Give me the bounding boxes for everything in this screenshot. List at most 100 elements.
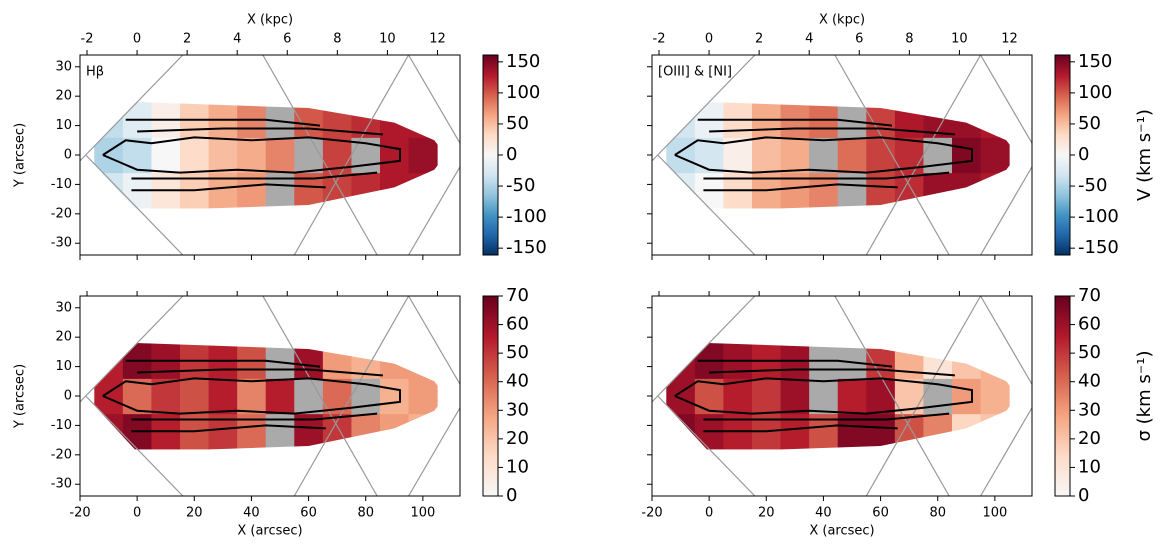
map-cell	[380, 378, 410, 415]
contour	[131, 171, 378, 180]
y-tick-label: -30	[51, 236, 72, 251]
x-tick-label: 20	[758, 506, 775, 521]
map	[94, 102, 438, 209]
colorbar-tick-label: 40	[506, 371, 529, 392]
y-tick-label: -30	[51, 477, 72, 492]
map-cell	[866, 378, 896, 415]
map	[666, 102, 1010, 209]
slit-edge	[652, 395, 659, 403]
map-cell	[952, 102, 982, 138]
x2-tick-label: 4	[805, 32, 813, 47]
y-tick-label: -20	[51, 206, 72, 221]
map-cell	[94, 378, 124, 415]
colorbar-tick-label: 60	[506, 314, 529, 335]
map-cell	[780, 378, 810, 415]
panel: -2 0 2 4 6 8 10 12[OIII] & [NI]X (kpc)-150-100-…	[647, 13, 1155, 260]
contour	[703, 424, 898, 433]
x-tick-label: 100	[410, 506, 435, 521]
slit-edge	[980, 296, 1032, 385]
colorbar-scale	[1054, 54, 1071, 256]
colorbar: -150 -100 -50 0 50 100 150	[482, 51, 547, 258]
map-cell	[351, 172, 381, 209]
y-tick-label: 30	[55, 300, 72, 315]
colorbar: 0 10 20 30 40 50 60 70 σ (km s⁻¹)	[1054, 285, 1155, 506]
slit-edge	[262, 296, 378, 496]
contour	[125, 359, 321, 368]
y-axis-label: Y (arcsec)	[13, 364, 28, 429]
slit-edge	[657, 154, 756, 255]
slit-edge	[834, 296, 950, 496]
x2-tick-label: 10	[951, 32, 968, 47]
colorbar-tick-label: 0	[1078, 485, 1089, 506]
colorbar-tick-label: 100	[1078, 82, 1112, 103]
plot-area	[80, 296, 460, 496]
map-cell	[408, 378, 438, 415]
contour	[697, 359, 893, 368]
map-cell	[180, 137, 210, 174]
x2-tick-label: 0	[705, 32, 713, 47]
x-tick-label: 0	[705, 506, 713, 521]
x2-tick-label: 2	[755, 32, 763, 47]
x-tick-label: 60	[872, 506, 889, 521]
plot-area	[652, 55, 1032, 255]
x-tick-label: 40	[243, 506, 260, 521]
slit-edge	[408, 166, 460, 255]
x-tick-label: 80	[929, 506, 946, 521]
slit-edge	[834, 55, 950, 255]
map-cell	[980, 137, 1010, 174]
slit-edge	[657, 395, 756, 496]
map-cell	[237, 378, 267, 415]
map-cell	[408, 172, 438, 209]
slit-edge	[408, 296, 460, 385]
colorbar-tick-label: 40	[1078, 371, 1101, 392]
x-tick-label: 80	[357, 506, 374, 521]
x2-tick-label: 6	[855, 32, 863, 47]
slit-edge	[293, 55, 410, 255]
map-cell	[265, 137, 295, 174]
x2-tick-label: 6	[283, 32, 291, 47]
contour	[137, 368, 383, 377]
colorbar-tick-label: -150	[1078, 237, 1119, 258]
plot-area	[652, 296, 1032, 496]
y-tick-label: 20	[55, 330, 72, 345]
slit-edge	[652, 154, 659, 162]
contour	[125, 118, 321, 127]
x-axis-label: X (arcsec)	[809, 524, 874, 539]
x-tick-label: 60	[300, 506, 317, 521]
panel-label: Hβ	[86, 65, 104, 80]
contour	[674, 377, 973, 415]
colorbar-scale	[482, 54, 499, 256]
map-cell	[752, 378, 782, 415]
contour	[709, 368, 955, 377]
y-tick-label: -10	[51, 177, 72, 192]
map-cell	[952, 413, 982, 450]
panel: -20 0 20 40 60 80 100 X (arcsec) 0 10 20 30 40 50 60 70…	[641, 285, 1155, 539]
contour	[102, 136, 401, 174]
colorbar-tick-label: 50	[506, 342, 529, 363]
map-cell	[180, 378, 210, 415]
map-cell	[380, 102, 410, 138]
x2-tick-label: -2	[81, 32, 94, 47]
x-tick-label: 40	[815, 506, 832, 521]
colorbar-tick-label: -100	[1078, 206, 1119, 227]
map-cell	[666, 378, 696, 415]
colorbar-tick-label: -150	[506, 237, 547, 258]
colorbar-tick-label: 20	[1078, 428, 1101, 449]
contour	[697, 118, 893, 127]
x2-tick-label: 8	[905, 32, 913, 47]
colorbar-tick-label: -50	[506, 175, 535, 196]
map-cell	[837, 378, 867, 415]
colorbar-tick-label: 10	[1078, 456, 1101, 477]
map	[94, 343, 438, 450]
slit-edge	[980, 166, 1032, 255]
colorbar-tick-label: 50	[1078, 113, 1101, 134]
x2-tick-label: -2	[653, 32, 666, 47]
contour	[703, 183, 898, 192]
map-cell	[380, 413, 410, 450]
map-cell	[866, 343, 896, 379]
contour	[131, 412, 378, 421]
colorbar-tick-label: 0	[1078, 144, 1089, 165]
contour	[102, 377, 401, 415]
map-cell	[866, 137, 896, 174]
